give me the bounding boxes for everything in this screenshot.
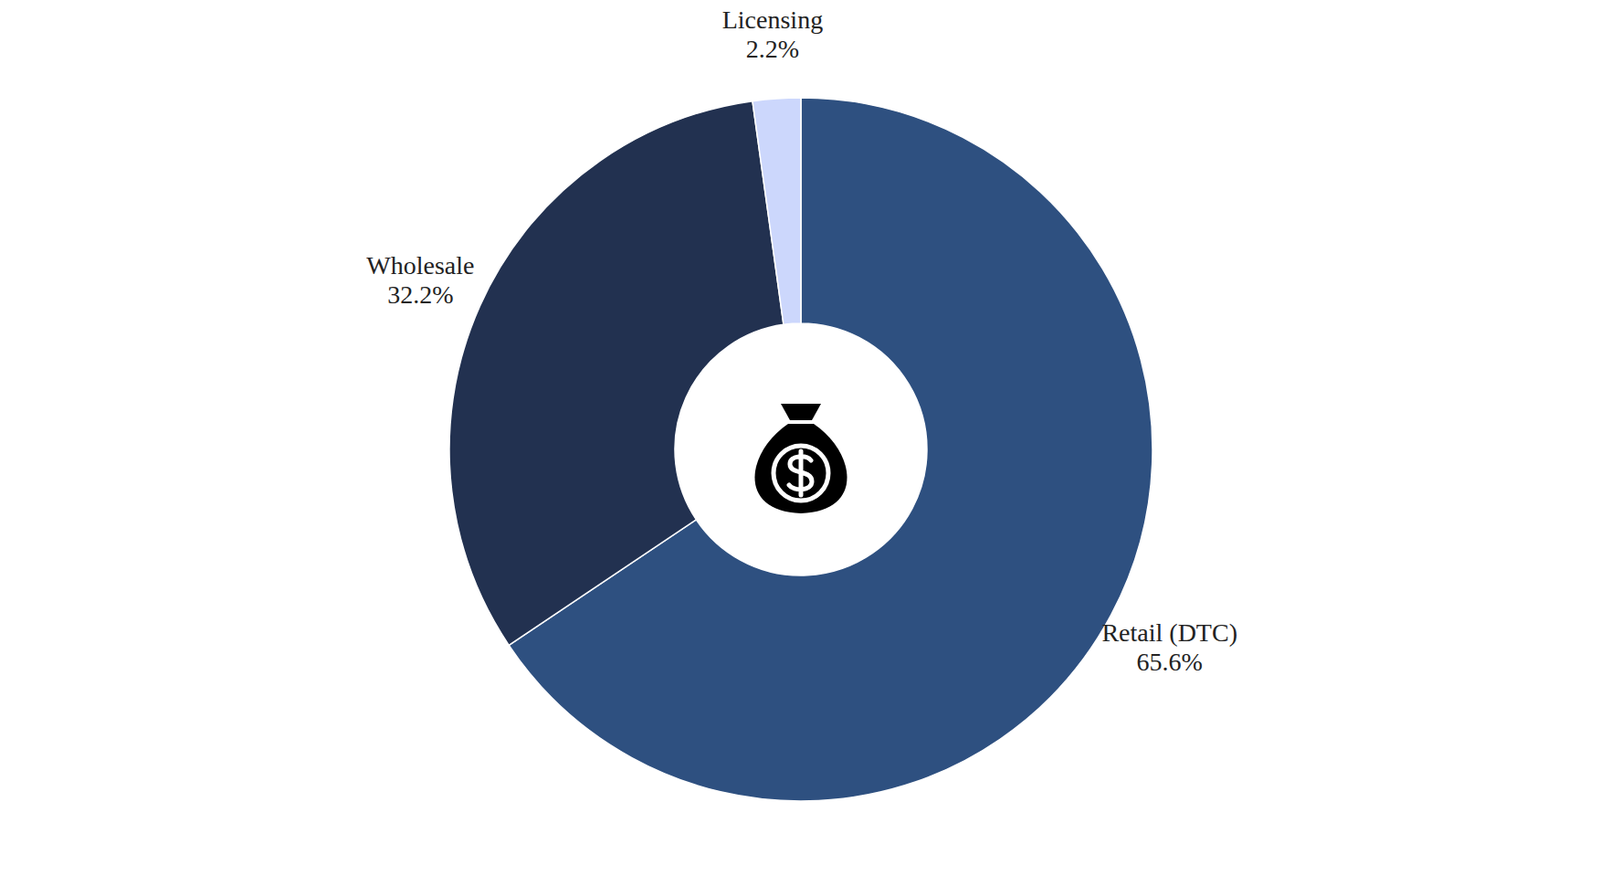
svg-text:Wholesale32.2%: Wholesale32.2% [366,251,474,309]
svg-text:Licensing2.2%: Licensing2.2% [722,5,823,64]
svg-text:Retail (DTC)65.6%: Retail (DTC)65.6% [1101,618,1238,676]
